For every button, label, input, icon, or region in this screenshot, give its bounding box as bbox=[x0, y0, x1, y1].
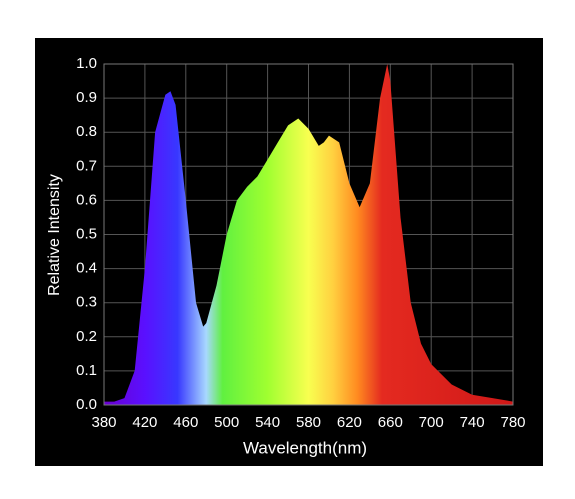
x-axis-title: Wavelength(nm) bbox=[243, 438, 367, 457]
x-tick-label: 460 bbox=[173, 414, 198, 431]
x-tick-label: 540 bbox=[255, 414, 280, 431]
y-tick-label: 0.6 bbox=[76, 191, 97, 208]
y-tick-label: 0.0 bbox=[76, 396, 97, 413]
x-tick-label: 380 bbox=[91, 414, 116, 431]
x-tick-label: 780 bbox=[500, 414, 525, 431]
y-tick-label: 1.0 bbox=[76, 55, 97, 72]
x-tick-label: 500 bbox=[214, 414, 239, 431]
y-tick-label: 0.9 bbox=[76, 89, 97, 106]
x-tick-label: 700 bbox=[419, 414, 444, 431]
y-axis-title: Relative Intensity bbox=[46, 174, 63, 296]
spectrum-area bbox=[104, 64, 513, 405]
y-tick-label: 0.7 bbox=[76, 157, 97, 174]
plot-frame bbox=[103, 63, 514, 406]
y-tick-label: 0.1 bbox=[76, 362, 97, 379]
y-tick-label: 0.8 bbox=[76, 123, 97, 140]
y-tick-label: 0.4 bbox=[76, 260, 97, 277]
x-tick-label: 740 bbox=[460, 414, 485, 431]
x-tick-label: 660 bbox=[378, 414, 403, 431]
x-tick-label: 580 bbox=[296, 414, 321, 431]
y-tick-label: 0.3 bbox=[76, 294, 97, 311]
y-tick-label: 0.5 bbox=[76, 225, 97, 242]
x-tick-label: 420 bbox=[132, 414, 157, 431]
y-tick-label: 0.2 bbox=[76, 328, 97, 345]
x-tick-label: 620 bbox=[337, 414, 362, 431]
